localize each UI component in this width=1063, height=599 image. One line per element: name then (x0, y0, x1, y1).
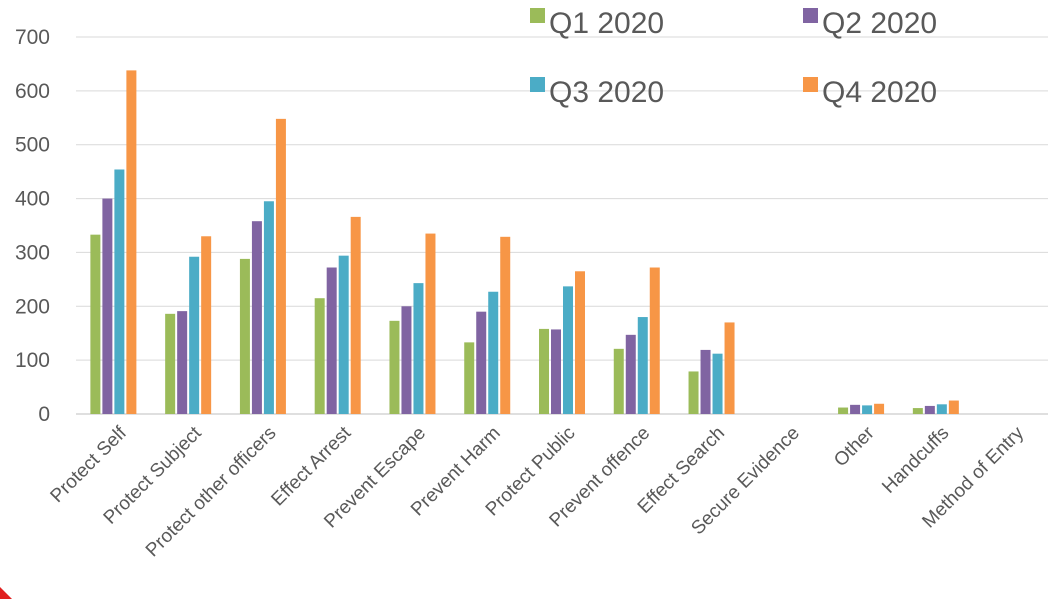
bar (637, 317, 648, 414)
bar (649, 267, 660, 414)
bar (314, 298, 325, 414)
bar (389, 320, 400, 414)
legend-label: Q2 2020 (822, 7, 937, 40)
bar (464, 342, 475, 414)
y-tick-label: 600 (15, 80, 50, 103)
bar (563, 286, 573, 414)
bar (263, 201, 274, 414)
bar (948, 400, 959, 414)
bar (90, 234, 101, 414)
bar (177, 311, 188, 414)
bar (724, 322, 735, 414)
y-tick-label: 700 (15, 26, 50, 49)
bar (326, 267, 337, 414)
bar (275, 118, 286, 414)
bar (239, 258, 250, 414)
legend-label: Q4 2020 (822, 76, 937, 109)
bars (90, 70, 959, 415)
x-category-label: Protect other officers (142, 423, 281, 562)
bar (924, 405, 935, 414)
bar (102, 198, 113, 414)
bar (338, 255, 349, 414)
x-category-label: Handcuffs (878, 423, 953, 498)
bar (688, 371, 699, 414)
y-tick-label: 0 (38, 403, 50, 426)
legend-label: Q1 2020 (549, 7, 664, 40)
bar (936, 404, 947, 414)
bar (251, 221, 262, 414)
bar (613, 348, 624, 414)
bar (476, 311, 487, 414)
bar (401, 306, 412, 414)
bar (114, 169, 125, 414)
corner-mark (0, 587, 12, 599)
legend: Q1 2020 Q2 2020 Q3 2020 Q4 2020 (530, 7, 937, 109)
bar (712, 353, 723, 414)
y-tick-label: 200 (15, 295, 50, 318)
y-tick-label: 500 (15, 134, 50, 157)
bar (862, 405, 873, 414)
bar (874, 403, 885, 414)
y-tick-label: 400 (15, 188, 50, 211)
bar (575, 271, 585, 414)
x-category-label: Other (830, 422, 879, 471)
bar (413, 283, 424, 414)
bar (700, 349, 711, 414)
bar (126, 70, 137, 415)
bar (165, 313, 176, 414)
bar (912, 408, 923, 414)
y-axis: 0 100 200 300 400 500 600 700 (15, 26, 50, 426)
bar (838, 407, 849, 414)
bar (201, 236, 212, 414)
bar (625, 334, 636, 414)
bar (350, 216, 361, 414)
bar (539, 328, 549, 414)
bar (500, 236, 511, 414)
bar (850, 404, 861, 414)
legend-swatch (803, 77, 818, 92)
bar (425, 233, 436, 414)
legend-swatch (803, 8, 818, 23)
y-tick-label: 100 (15, 349, 50, 372)
bar (488, 291, 499, 414)
y-tick-label: 300 (15, 241, 50, 264)
legend-swatch (530, 77, 545, 92)
gridlines (76, 36, 1048, 415)
bar (189, 256, 200, 414)
legend-swatch (530, 8, 545, 23)
legend-label: Q3 2020 (549, 76, 664, 109)
bar (551, 329, 561, 414)
